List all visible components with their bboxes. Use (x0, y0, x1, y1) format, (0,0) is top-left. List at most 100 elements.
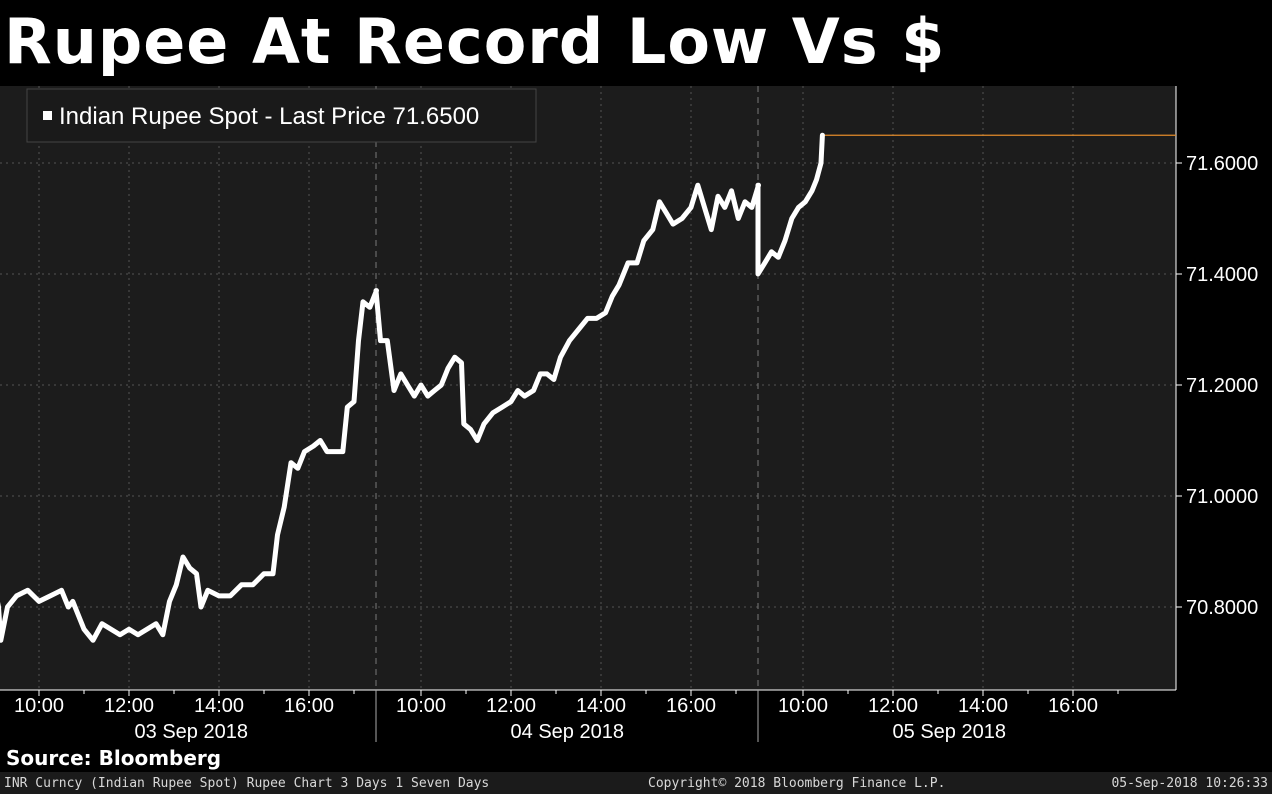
data-point (354, 401, 355, 402)
data-point (502, 407, 503, 408)
data-point (821, 163, 822, 164)
x-day-label: 05 Sep 2018 (893, 721, 1006, 743)
data-point (724, 207, 725, 208)
plot-area (0, 86, 1176, 690)
data-point (111, 629, 112, 630)
data-point (791, 218, 792, 219)
x-tick-label: 16:00 (666, 695, 716, 717)
x-axis: 10:00 12:00 14:00 16:00 03 Sep 2018 10:00 12:0… (0, 690, 1176, 743)
data-point (448, 368, 449, 369)
data-point (704, 207, 705, 208)
data-point (129, 629, 130, 630)
data-point (493, 412, 494, 413)
data-point (61, 590, 62, 591)
y-tick-label: 71.2000 (1186, 375, 1258, 397)
data-point (673, 224, 674, 225)
data-point (400, 373, 401, 374)
legend: Indian Rupee Spot - Last Price 71.6500 (27, 89, 536, 142)
data-point (816, 179, 817, 180)
data-point (156, 623, 157, 624)
data-point (68, 607, 69, 608)
legend-swatch (43, 111, 52, 120)
data-point (0, 640, 1, 641)
data-point (798, 207, 799, 208)
data-point (7, 607, 8, 608)
data-point (333, 451, 334, 452)
data-point (805, 201, 806, 202)
data-point (39, 601, 40, 602)
data-point (612, 296, 613, 297)
data-point (414, 396, 415, 397)
data-point (394, 390, 395, 391)
data-point (764, 262, 765, 263)
data-point (241, 584, 242, 585)
data-point (358, 340, 359, 341)
x-tick-label: 16:00 (1048, 695, 1098, 717)
data-point (682, 218, 683, 219)
data-point (84, 629, 85, 630)
data-point (434, 390, 435, 391)
data-point (659, 201, 660, 202)
data-point (718, 196, 719, 197)
data-point (652, 229, 653, 230)
data-point (277, 534, 278, 535)
data-point (291, 462, 292, 463)
data-point (751, 207, 752, 208)
data-point (183, 557, 184, 558)
data-point (619, 285, 620, 286)
data-point (822, 135, 823, 136)
data-point (189, 568, 190, 569)
data-point (50, 595, 51, 596)
data-point (297, 468, 298, 469)
data-point (711, 229, 712, 230)
data-point (758, 185, 759, 186)
x-tick-label: 12:00 (104, 695, 154, 717)
data-point (587, 318, 588, 319)
data-point (524, 396, 525, 397)
footer-bar: INR Curncy (Indian Rupee Spot) Rupee Cha… (0, 772, 1272, 794)
legend-label: Indian Rupee Spot - Last Price 71.6500 (59, 103, 479, 130)
data-point (517, 390, 518, 391)
data-point (320, 440, 321, 441)
data-point (201, 607, 202, 608)
x-tick-label: 12:00 (486, 695, 536, 717)
data-point (738, 218, 739, 219)
x-tick-label: 14:00 (958, 695, 1008, 717)
data-point (771, 251, 772, 252)
data-point (284, 507, 285, 508)
data-point (102, 623, 103, 624)
data-point (511, 401, 512, 402)
x-tick-label: 10:00 (14, 695, 64, 717)
data-point (120, 634, 121, 635)
data-point (547, 373, 548, 374)
data-point (363, 301, 364, 302)
data-point (207, 590, 208, 591)
data-point (380, 340, 381, 341)
data-point (407, 385, 408, 386)
data-point (477, 440, 478, 441)
data-point (387, 340, 388, 341)
data-point (454, 357, 455, 358)
y-tick-label: 71.6000 (1186, 153, 1258, 175)
data-point (441, 385, 442, 386)
data-point (27, 590, 28, 591)
data-point (230, 595, 231, 596)
source-label: Source: Bloomberg (6, 746, 221, 770)
data-point (785, 240, 786, 241)
data-point (16, 595, 17, 596)
data-point (347, 407, 348, 408)
data-point (138, 634, 139, 635)
data-point (731, 190, 732, 191)
data-point (369, 307, 370, 308)
data-point (264, 573, 265, 574)
data-point (252, 584, 253, 585)
data-point (147, 629, 148, 630)
x-tick-label: 12:00 (868, 695, 918, 717)
data-point (745, 201, 746, 202)
data-point (463, 423, 464, 424)
x-tick-label: 14:00 (576, 695, 626, 717)
data-point (628, 262, 629, 263)
data-point (304, 451, 305, 452)
data-point (273, 573, 274, 574)
